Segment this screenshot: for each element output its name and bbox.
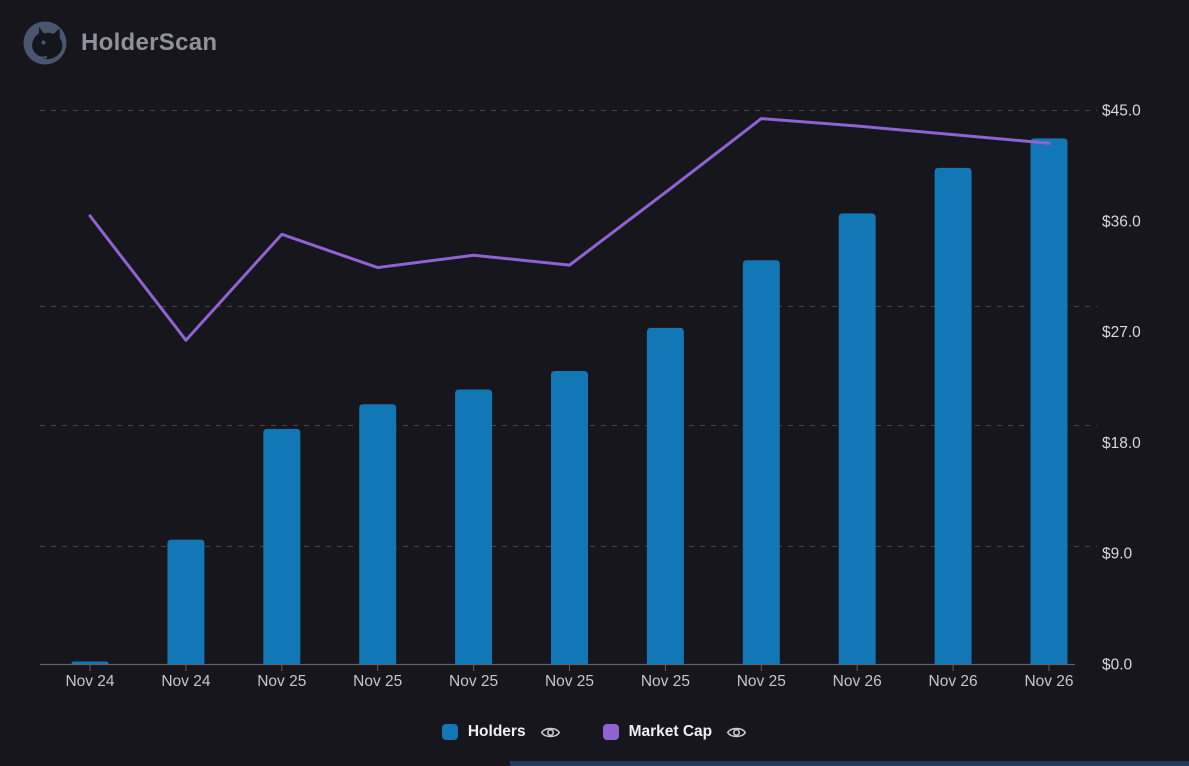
y-axis-label-5: $0.0 [1102, 657, 1133, 674]
x-axis-label-9: Nov 26 [929, 673, 978, 690]
x-axis-label-4: Nov 25 [449, 673, 498, 690]
holders-bar-0[interactable] [71, 661, 109, 664]
x-axis-label-2: Nov 25 [257, 673, 306, 690]
holders-color-swatch [441, 724, 458, 740]
holders-bar-6[interactable] [646, 327, 684, 664]
holders-bar-8[interactable] [838, 213, 876, 664]
header: HolderScan [22, 20, 217, 66]
holders-bar-1[interactable] [167, 539, 205, 664]
x-axis-label-1: Nov 24 [161, 673, 210, 690]
marketcap-line [88, 117, 1051, 342]
holders-bar-9[interactable] [934, 167, 972, 664]
y-axis-label-0: $45.0 [1102, 103, 1141, 120]
y-axis-label-4: $9.0 [1102, 546, 1133, 563]
x-axis-label-5: Nov 25 [545, 673, 594, 690]
holders-bar-2[interactable] [263, 428, 301, 664]
market-cap-legend-label: Market Cap [628, 723, 713, 740]
x-axis-label-0: Nov 24 [65, 673, 114, 690]
holderscan-logo[interactable] [22, 20, 68, 66]
holders-legend-label: Holders [467, 723, 526, 740]
x-axis-label-10: Nov 26 [1024, 673, 1073, 690]
holders-bar-7[interactable] [742, 260, 780, 664]
holderscan-cat-logo-icon [23, 21, 67, 65]
x-axis-label-3: Nov 25 [353, 673, 402, 690]
chart-legend: Holders Market Cap [0, 723, 1189, 741]
legend-item-holders[interactable]: Holders [441, 723, 561, 741]
brand-name: HolderScan [81, 29, 218, 56]
x-axis-label-6: Nov 25 [641, 673, 690, 690]
y-axis-label-3: $18.0 [1102, 435, 1141, 452]
holders-bar-10[interactable] [1030, 138, 1068, 664]
x-axis-label-7: Nov 25 [737, 673, 786, 690]
y-axis-label-1: $36.0 [1102, 213, 1141, 230]
x-axis-label-8: Nov 26 [833, 673, 882, 690]
market-cap-color-swatch [602, 724, 619, 740]
y-axis-label-2: $27.0 [1102, 324, 1141, 341]
legend-item-market-cap[interactable]: Market Cap [602, 723, 748, 741]
market-cap-visibility-eye-icon[interactable] [726, 724, 747, 741]
holders-bar-4[interactable] [455, 389, 493, 664]
holders-bar-3[interactable] [359, 404, 397, 664]
holders-visibility-eye-icon[interactable] [540, 724, 561, 741]
bottom-accent-strip [510, 761, 1189, 766]
holders-bar-5[interactable] [551, 370, 588, 664]
